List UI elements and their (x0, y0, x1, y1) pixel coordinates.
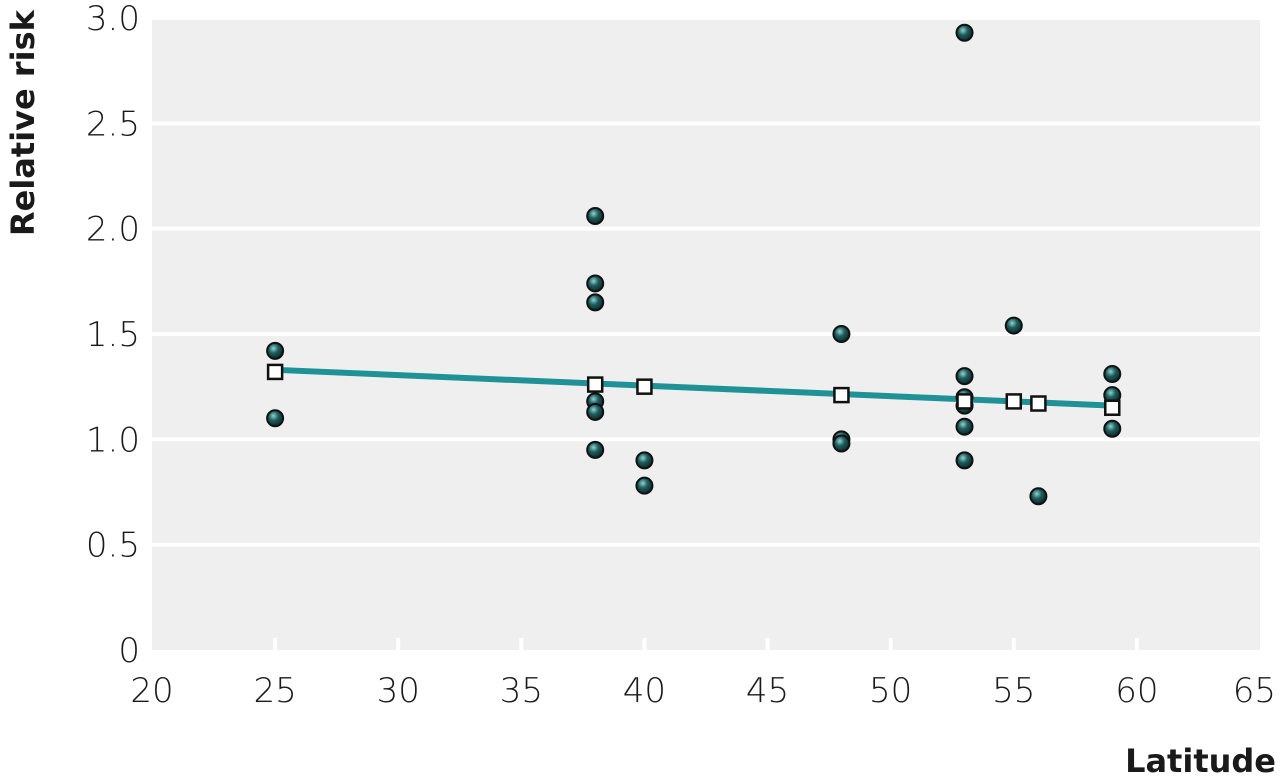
data-point-square (833, 386, 850, 404)
x-axis-ticks (273, 638, 1139, 650)
data-point-square (1030, 395, 1047, 412)
data-point-circle (955, 367, 974, 386)
data-point-circle (1103, 419, 1122, 438)
data-point-circle (586, 440, 605, 459)
x-tick-label: 50 (869, 671, 912, 711)
y-tick-label: 1.5 (86, 315, 140, 355)
data-point-square (1104, 399, 1121, 416)
grid-lines (152, 16, 1260, 547)
data-point-circle (832, 434, 851, 453)
x-tick-label: 30 (377, 671, 420, 711)
data-point-square (1005, 393, 1023, 410)
x-tick-label: 20 (130, 671, 173, 711)
x-tick-label: 40 (623, 671, 666, 711)
x-tick-label: 65 (1233, 671, 1276, 711)
circle-points (266, 23, 1122, 506)
x-tick-label: 25 (253, 671, 296, 711)
x-axis-tick-labels: 20 25 30 35 40 45 50 55 60 65 (130, 671, 1276, 711)
data-point-circle (586, 402, 605, 421)
data-point-circle (955, 451, 974, 470)
square-points (266, 363, 1121, 416)
x-axis-title: Latitude (1125, 742, 1276, 778)
data-point-circle (586, 274, 605, 293)
data-point-circle (1103, 365, 1122, 384)
y-tick-label: 1.0 (86, 420, 140, 460)
y-axis-tick-labels: 0 0.5 1.0 1.5 2.0 2.5 3.0 (86, 0, 140, 671)
y-tick-label: 3.0 (86, 0, 140, 39)
data-point-circle (635, 451, 654, 470)
data-point-circle (586, 293, 605, 312)
x-tick-label: 45 (746, 671, 789, 711)
x-tick-label: 55 (992, 671, 1035, 711)
y-tick-label: 2.5 (86, 104, 140, 144)
data-point-circle (832, 325, 851, 343)
y-axis-title: Relative risk (4, 9, 42, 236)
data-point-circle (1004, 316, 1023, 335)
data-point-circle (1029, 487, 1048, 506)
data-point-circle (955, 23, 974, 42)
data-point-circle (266, 409, 285, 428)
data-point-circle (586, 207, 605, 226)
data-point-circle (635, 476, 654, 495)
data-point-square (586, 376, 604, 393)
data-point-square (956, 393, 973, 410)
data-point-circle (266, 341, 285, 360)
y-tick-label: 0 (118, 631, 140, 671)
y-tick-label: 0.5 (86, 526, 140, 566)
x-tick-label: 35 (500, 671, 543, 711)
data-point-square (636, 378, 653, 395)
data-point-circle (955, 417, 974, 436)
y-tick-label: 2.0 (86, 210, 140, 250)
data-point-square (266, 363, 284, 381)
x-tick-label: 60 (1115, 671, 1158, 711)
